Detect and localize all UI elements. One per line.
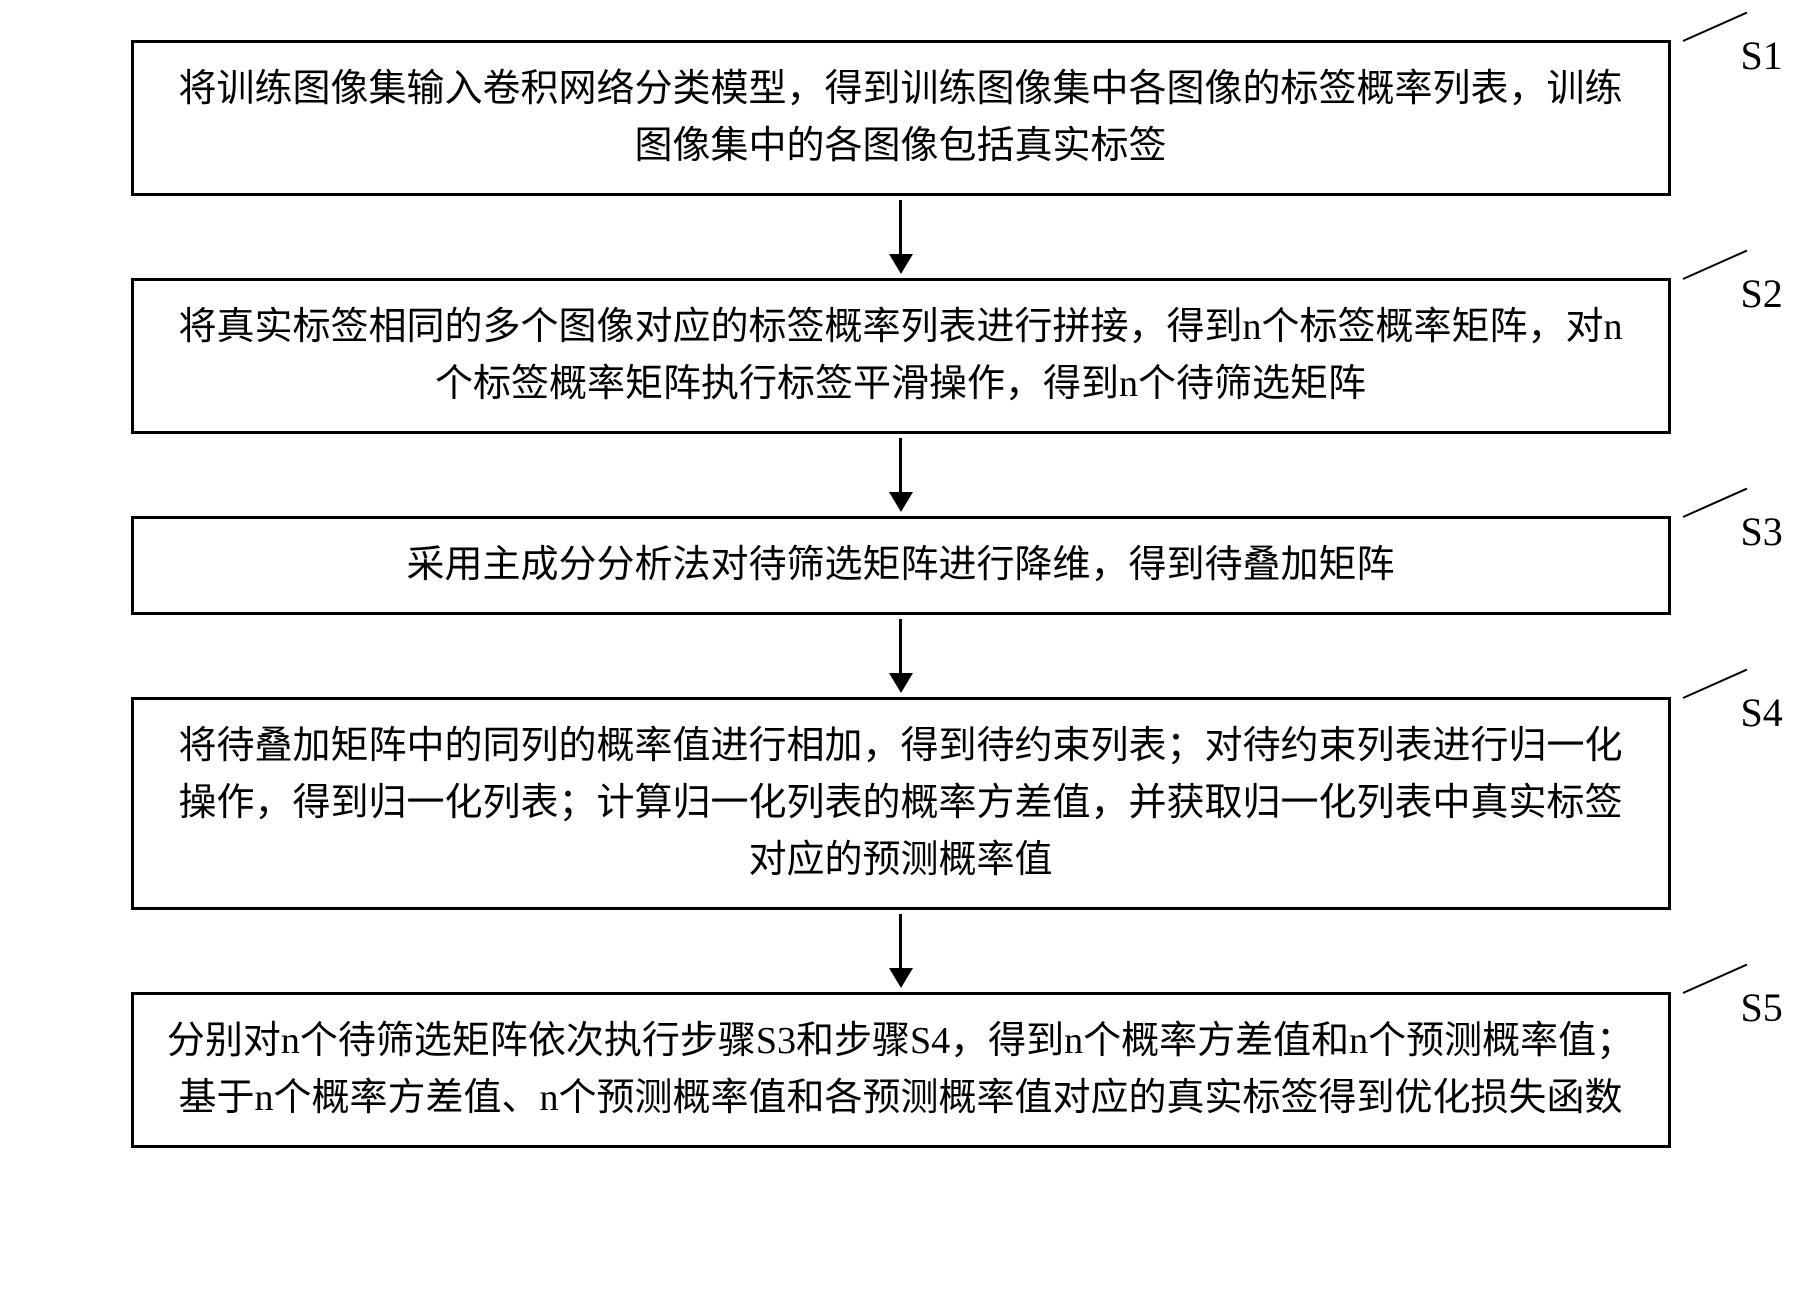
step-text: 采用主成分分析法对待筛选矩阵进行降维，得到待叠加矩阵 (406, 544, 1394, 586)
step-row-s5: 分别对n个待筛选矩阵依次执行步骤S3和步骤S4，得到n个概率方差值和n个预测概率… (20, 992, 1781, 1148)
step-text: 将待叠加矩阵中的同列的概率值进行相加，得到待约束列表；对待约束列表进行归一化操作… (178, 725, 1622, 881)
flowchart-container: 将训练图像集输入卷积网络分类模型，得到训练图像集中各图像的标签概率列表，训练图像… (20, 40, 1781, 1148)
step-box-s5: 分别对n个待筛选矩阵依次执行步骤S3和步骤S4，得到n个概率方差值和n个预测概率… (131, 992, 1671, 1148)
connector-line (1682, 488, 1747, 518)
arrow-line (899, 200, 902, 254)
step-box-s1: 将训练图像集输入卷积网络分类模型，得到训练图像集中各图像的标签概率列表，训练图像… (131, 40, 1671, 196)
arrow-line (899, 438, 902, 492)
step-label-s5: S5 (1741, 984, 1783, 1031)
step-text: 分别对n个待筛选矩阵依次执行步骤S3和步骤S4，得到n个概率方差值和n个预测概率… (167, 1020, 1634, 1119)
connector-line (1682, 964, 1747, 994)
arrow-line (899, 914, 902, 968)
step-text: 将真实标签相同的多个图像对应的标签概率列表进行拼接，得到n个标签概率矩阵，对n个… (178, 306, 1622, 405)
arrow-s1-s2 (889, 200, 913, 274)
connector-line (1682, 250, 1747, 280)
step-row-s1: 将训练图像集输入卷积网络分类模型，得到训练图像集中各图像的标签概率列表，训练图像… (20, 40, 1781, 196)
connector-line (1682, 12, 1747, 42)
step-label-s3: S3 (1741, 508, 1783, 555)
arrow-line (899, 619, 902, 673)
arrow-head-icon (889, 968, 913, 988)
step-row-s2: 将真实标签相同的多个图像对应的标签概率列表进行拼接，得到n个标签概率矩阵，对n个… (20, 278, 1781, 434)
arrow-head-icon (889, 254, 913, 274)
step-row-s3: 采用主成分分析法对待筛选矩阵进行降维，得到待叠加矩阵 S3 (20, 516, 1781, 615)
step-label-s2: S2 (1741, 270, 1783, 317)
step-row-s4: 将待叠加矩阵中的同列的概率值进行相加，得到待约束列表；对待约束列表进行归一化操作… (20, 697, 1781, 910)
step-label-s4: S4 (1741, 689, 1783, 736)
connector-line (1682, 669, 1747, 699)
arrow-s2-s3 (889, 438, 913, 512)
step-box-s4: 将待叠加矩阵中的同列的概率值进行相加，得到待约束列表；对待约束列表进行归一化操作… (131, 697, 1671, 910)
step-text: 将训练图像集输入卷积网络分类模型，得到训练图像集中各图像的标签概率列表，训练图像… (178, 68, 1622, 167)
step-label-s1: S1 (1741, 32, 1783, 79)
arrow-head-icon (889, 492, 913, 512)
step-box-s3: 采用主成分分析法对待筛选矩阵进行降维，得到待叠加矩阵 (131, 516, 1671, 615)
arrow-head-icon (889, 673, 913, 693)
arrow-s3-s4 (889, 619, 913, 693)
arrow-s4-s5 (889, 914, 913, 988)
step-box-s2: 将真实标签相同的多个图像对应的标签概率列表进行拼接，得到n个标签概率矩阵，对n个… (131, 278, 1671, 434)
